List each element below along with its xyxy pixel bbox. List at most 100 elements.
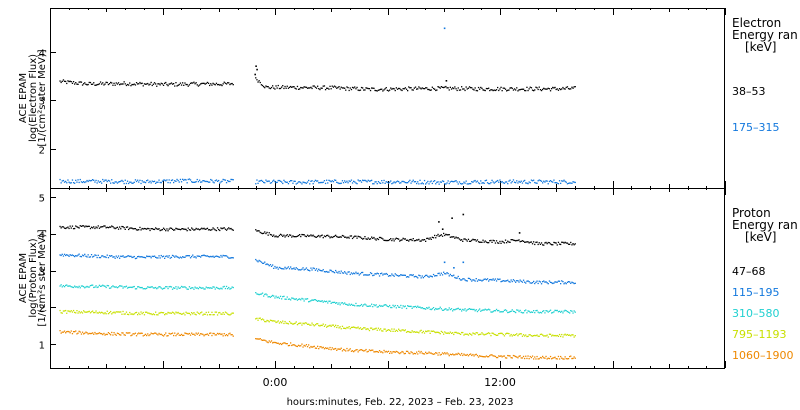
electron-data-point [304, 86, 306, 88]
electron-data-point [380, 182, 382, 184]
proton-data-point [218, 333, 220, 335]
proton-data-point [333, 326, 336, 328]
proton-data-point [374, 273, 376, 275]
proton-data-point [427, 352, 429, 354]
electron-data-point [567, 182, 570, 184]
proton-data-point [288, 344, 291, 347]
proton-data-point [355, 235, 357, 237]
proton-data-point [300, 235, 302, 238]
proton-data-point [333, 348, 336, 350]
proton-data-point [291, 322, 293, 325]
proton-data-point [447, 332, 449, 334]
electron-data-point [93, 179, 95, 181]
proton-data-point [516, 239, 518, 242]
electron-data-point [395, 181, 397, 183]
electron-data-point [282, 85, 284, 87]
proton-data-point [86, 311, 88, 313]
proton-data-point [368, 349, 371, 351]
proton-data-point [500, 332, 502, 334]
electron-data-point [71, 82, 74, 84]
electron-data-point [318, 88, 320, 90]
proton-data-point [375, 239, 377, 241]
proton-data-point [326, 234, 328, 237]
proton-data-point [511, 309, 513, 311]
proton-data-point [68, 331, 70, 333]
electron-data-point [143, 181, 146, 183]
x-tick-label: 12:00 [484, 376, 516, 389]
electron-data-point [129, 181, 131, 183]
electron-data-point [128, 84, 130, 86]
proton-data-point [549, 243, 552, 245]
electron-data-point [201, 181, 203, 183]
proton-data-point [363, 304, 365, 306]
proton-data-point [180, 313, 183, 315]
proton-data-point [166, 255, 168, 257]
proton-data-point [126, 255, 129, 257]
proton-data-point [299, 322, 301, 324]
proton-data-point [319, 325, 321, 327]
proton-data-point [377, 351, 380, 353]
proton-data-point [429, 237, 431, 239]
proton-data-point [538, 280, 540, 282]
proton-data-point [256, 317, 258, 319]
proton-data-point [476, 332, 479, 334]
proton-ylabel: ACE EPAM log(Proton Flux) [1/(cm²s ster … [18, 229, 48, 326]
electron-data-point [537, 180, 539, 182]
proton-data-point [158, 228, 160, 230]
proton-data-point [259, 260, 261, 262]
proton-data-point [540, 312, 543, 314]
electron-data-point [83, 181, 85, 183]
electron-data-point [404, 181, 406, 184]
proton-data-point [105, 227, 107, 229]
proton-data-point [93, 255, 95, 257]
electron-data-point [137, 179, 139, 181]
electron-data-point [195, 181, 197, 183]
proton-data-point [557, 311, 560, 313]
proton-data-point [202, 287, 204, 289]
proton-data-point [228, 257, 230, 259]
proton-data-point [293, 323, 295, 325]
proton-data-point [492, 355, 494, 357]
proton-data-point [216, 287, 219, 289]
proton-data-point [449, 331, 451, 333]
proton-data-point [169, 333, 171, 335]
electron-data-point [223, 179, 225, 181]
proton-data-point [204, 255, 206, 257]
proton-data-point [125, 311, 128, 313]
electron-data-point [344, 180, 346, 182]
electron-data-point [189, 179, 192, 181]
proton-data-point [431, 276, 433, 278]
proton-data-point [170, 256, 173, 259]
proton-data-point [525, 241, 527, 243]
proton-data-point [426, 330, 428, 333]
proton-data-point [423, 308, 426, 310]
proton-data-point [481, 355, 483, 358]
electron-data-point [398, 87, 400, 90]
proton-data-point [414, 353, 417, 355]
electron-data-point [347, 182, 349, 184]
proton-data-point [473, 279, 475, 281]
electron-data-point [183, 179, 185, 181]
proton-data-point [94, 311, 96, 314]
electron-data-point [563, 88, 565, 90]
proton-data-point [399, 329, 401, 332]
proton-data-point [482, 356, 484, 358]
proton-data-point [503, 242, 506, 244]
proton-data-point [426, 307, 428, 309]
proton-data-point [218, 287, 220, 290]
proton-data-point [453, 236, 455, 238]
electron-data-point [437, 181, 439, 183]
proton-data-point [152, 228, 155, 230]
proton-data-point [260, 319, 263, 321]
proton-data-point [571, 310, 573, 312]
proton-data-point [476, 310, 479, 313]
proton-data-point [428, 330, 430, 332]
proton-data-point [566, 310, 569, 313]
electron-data-point [169, 83, 171, 85]
proton-data-point [309, 324, 311, 326]
proton-data-point [215, 311, 218, 313]
electron-data-point [456, 181, 458, 183]
electron-data-point [337, 182, 339, 184]
electron-ylabel-line-2: log(Electron Flux) [28, 54, 39, 142]
proton-data-point [383, 273, 385, 275]
